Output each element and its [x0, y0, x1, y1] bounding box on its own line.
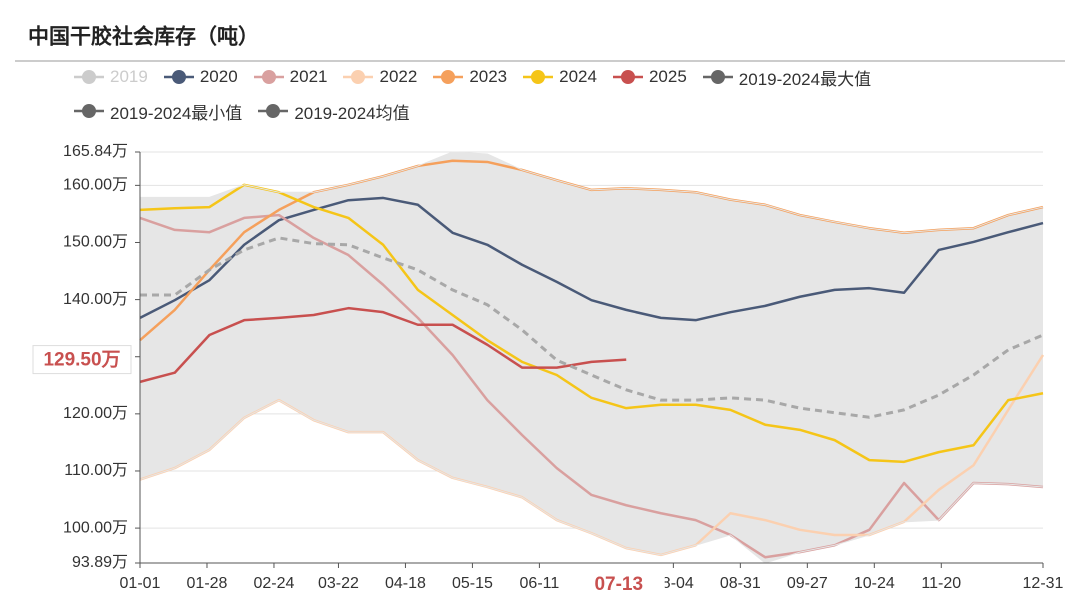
x-tick-label: 06-11: [520, 575, 560, 592]
y-tick-label: 165.84万: [63, 143, 128, 160]
x-tick-label: 10-24: [854, 575, 895, 592]
legend-item[interactable]: 2019-2024均值: [256, 98, 410, 124]
legend-label: 2020: [199, 67, 238, 86]
y-tick-label: 160.00万: [63, 177, 128, 194]
legend-item[interactable]: 2019: [72, 64, 148, 90]
legend-icon-dot: [441, 70, 456, 84]
legend-item[interactable]: 2019-2024最小值: [72, 98, 242, 124]
x-tick-label: 11-20: [921, 575, 961, 592]
x-pointer-box: [584, 571, 665, 599]
legend-label: 2024: [559, 67, 597, 86]
legend-item[interactable]: 2020: [162, 64, 238, 90]
y-tick-label: 120.00万: [63, 405, 128, 422]
legend-icon: [612, 70, 643, 84]
y-tick-label: 93.89万: [72, 554, 128, 571]
legend-icon-dot: [82, 70, 96, 84]
legend-label: 2019: [110, 67, 148, 86]
legend-label: 2025: [648, 67, 687, 86]
legend-icon: [433, 70, 464, 84]
legend-icon: [702, 70, 733, 84]
x-tick-label: 05-15: [452, 575, 493, 592]
x-tick-label: 01-01: [120, 575, 161, 592]
band-edge: [140, 151, 1044, 234]
x-tick-label: 09-27: [787, 575, 828, 592]
legend-icon: [163, 70, 194, 84]
legend-icon: [343, 70, 374, 84]
legend-item[interactable]: 2022: [341, 64, 417, 90]
series-line: [139, 183, 1044, 464]
legend-label: 2019-2024均值: [294, 103, 410, 123]
legend-item[interactable]: 2021: [252, 64, 328, 90]
y-pointer-box: [32, 345, 132, 375]
band-edge: [139, 399, 1044, 564]
x-pointer-label: 07-13: [594, 574, 643, 595]
legend-icon-dot: [620, 70, 635, 84]
chart-title: 中国干胶社会库存（吨）: [28, 25, 259, 49]
y-tick-label: 100.00万: [63, 519, 128, 536]
legend-label: 2019-2024最小值: [110, 103, 243, 123]
legend-icon-dot: [261, 70, 276, 84]
legend-icon-dot: [266, 104, 281, 118]
series-line: [139, 196, 1044, 322]
legend-icon-dot: [82, 104, 96, 118]
legend-label: 2022: [379, 67, 418, 86]
legend-icon-dot: [171, 70, 186, 84]
legend-icon: [74, 70, 104, 84]
legend-icon: [74, 104, 104, 118]
series-line: [139, 213, 1044, 559]
legend-icon: [258, 104, 289, 118]
legend-label: 2019-2024最大值: [738, 69, 872, 89]
legend-item[interactable]: 2024: [521, 64, 597, 90]
mean-line: [140, 236, 1044, 419]
y-tick-label: 140.00万: [63, 291, 128, 308]
x-tick-label: 08-31: [720, 575, 761, 592]
y-tick-label: 110.00万: [64, 462, 128, 479]
x-tick-label: 04-18: [385, 575, 426, 592]
x-tick-label: 02-24: [254, 575, 295, 592]
legend-label: 2023: [469, 67, 508, 86]
y-tick-label: 150.00万: [63, 234, 128, 251]
range-band: [140, 152, 1043, 563]
x-tick-label: 12-31: [1023, 575, 1064, 592]
legend-icon: [523, 70, 554, 84]
legend-icon: [253, 70, 284, 84]
x-tick-label: 03-22: [318, 575, 359, 592]
series-line: [139, 306, 627, 384]
x-tick-label: 01-28: [187, 575, 228, 592]
legend-item[interactable]: 2019-2024最大值: [701, 64, 871, 90]
legend: 2019 2020 2021 2022 2023 2024 2025 2019-2024最大值…: [72, 64, 1032, 124]
legend-label: 2021: [289, 67, 328, 86]
legend-icon-dot: [710, 70, 725, 84]
legend-icon-dot: [531, 70, 546, 84]
y-pointer-label: 129.50万: [43, 350, 120, 371]
legend-icon-dot: [351, 70, 366, 84]
legend-item[interactable]: 2023: [431, 64, 507, 90]
legend-item[interactable]: 2025: [611, 64, 687, 90]
